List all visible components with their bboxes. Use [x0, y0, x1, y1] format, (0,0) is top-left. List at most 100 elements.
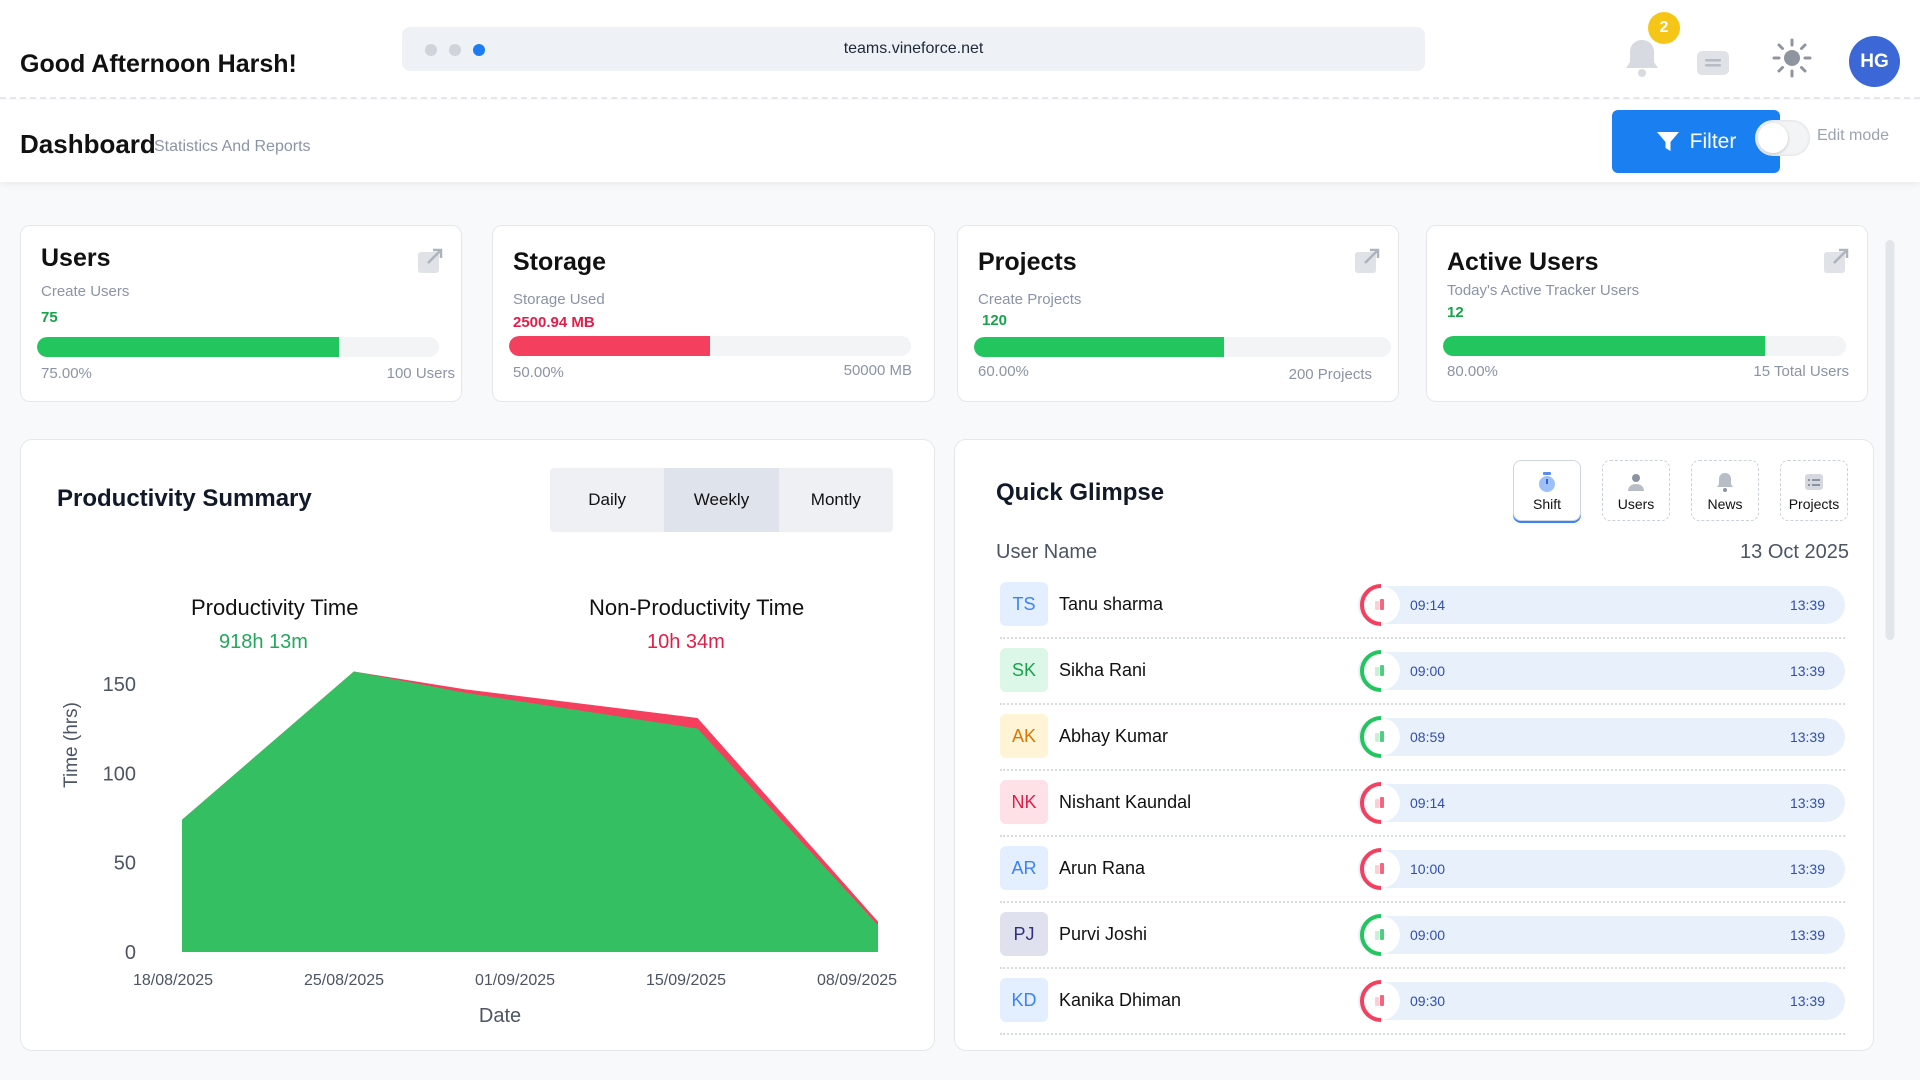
user-initials-avatar: AK [1000, 714, 1048, 758]
browser-url-bar[interactable]: teams.vineforce.net [402, 27, 1425, 71]
theme-toggle-icon[interactable] [1770, 36, 1814, 80]
external-link-icon[interactable] [417, 248, 443, 274]
user-name: Arun Rana [1059, 858, 1146, 878]
scrollbar-thumb[interactable] [1886, 240, 1894, 640]
tab-users-label: Users [1617, 496, 1655, 512]
external-link-icon[interactable] [1823, 248, 1849, 274]
filter-button[interactable]: Filter [1612, 110, 1780, 173]
shift-timeline-bar: 09:30 13:39 [1358, 980, 1845, 1022]
stat-percent: 75.00% [41, 365, 92, 382]
page-scrollbar[interactable] [1885, 240, 1895, 640]
user-name: Tanu sharma [1059, 594, 1164, 614]
tab-shift[interactable]: Shift [1513, 460, 1581, 521]
tab-users[interactable]: Users [1602, 460, 1670, 521]
y-tick-label: 100 [103, 763, 136, 785]
stat-percent: 50.00% [513, 364, 564, 381]
filter-icon [1656, 131, 1679, 151]
stat-title: Projects [978, 248, 1077, 276]
shift-timeline-bar: 08:59 13:39 [1358, 716, 1845, 758]
stat-value: 12 [1447, 304, 1464, 321]
productivity-summary-panel: Productivity Summary Daily Weekly Montly… [20, 439, 935, 1051]
stat-value: 75 [41, 309, 58, 326]
clock-in-time: 10:00 [1410, 861, 1446, 877]
stat-progress-track [974, 337, 1391, 357]
external-link-icon[interactable] [1354, 248, 1380, 274]
productive-time-value: 918h 13m [219, 631, 308, 653]
tab-news[interactable]: News [1691, 460, 1759, 521]
users-icon [1628, 474, 1644, 491]
shift-timeline-bar: 09:00 13:39 [1358, 914, 1845, 956]
shift-status-ring-icon [1360, 584, 1400, 626]
clock-out-time: 13:39 [1789, 993, 1825, 1009]
clock-in-time: 09:30 [1410, 993, 1446, 1009]
user-name: Sikha Rani [1059, 660, 1147, 680]
period-weekly[interactable]: Weekly [664, 468, 779, 532]
stat-progress-fill [509, 336, 710, 356]
stat-title: Users [41, 244, 111, 272]
quick-glimpse-title: Quick Glimpse [996, 479, 1165, 506]
user-row[interactable]: AR Arun Rana 10:00 13:39 [1000, 837, 1845, 903]
filter-button-label: Filter [1689, 129, 1737, 153]
shift-status-ring-icon [1360, 650, 1400, 692]
stat-progress-track [37, 337, 439, 357]
bell-small-icon [1717, 473, 1733, 492]
stat-card-users: Users Create Users 75 75.00% 100 Users [20, 225, 462, 402]
edit-mode-label: Edit mode [1817, 127, 1890, 144]
stat-total: 15 Total Users [1753, 363, 1849, 380]
stat-card-projects: Projects Create Projects 120 60.00% 200 … [957, 225, 1399, 402]
x-tick-label: 15/09/2025 [646, 972, 726, 989]
y-tick-label: 50 [114, 853, 136, 875]
shift-timeline-bar: 09:00 13:39 [1358, 650, 1845, 692]
clock-out-time: 13:39 [1789, 927, 1825, 943]
message-icon[interactable] [1693, 46, 1733, 80]
clock-in-time: 09:14 [1410, 597, 1446, 613]
stat-progress-fill [1443, 336, 1766, 356]
y-tick-label: 150 [103, 674, 136, 696]
period-monthly[interactable]: Montly [810, 490, 861, 509]
edit-mode-toggle[interactable] [1755, 120, 1810, 156]
user-row[interactable]: SK Sikha Rani 09:00 13:39 [1000, 639, 1845, 705]
stopwatch-icon [1539, 472, 1555, 492]
page-header: Dashboard Statistics And Reports Filter … [0, 100, 1920, 182]
tab-projects-label: Projects [1788, 496, 1840, 512]
clock-out-time: 13:39 [1789, 861, 1825, 877]
shift-timeline-bar: 09:14 13:39 [1358, 782, 1845, 824]
tab-news-label: News [1707, 496, 1743, 512]
stat-total: 50000 MB [843, 362, 912, 379]
y-tick-label: 0 [125, 942, 136, 964]
tab-projects[interactable]: Projects [1780, 460, 1848, 521]
area-series-productive [182, 671, 878, 952]
stat-subtitle: Storage Used [513, 291, 605, 308]
bell-icon[interactable] [1620, 36, 1664, 80]
stat-title: Storage [513, 248, 607, 276]
stat-card-active-users: Active Users Today's Active Tracker User… [1426, 225, 1868, 402]
user-row[interactable]: TS Tanu sharma 09:14 13:39 [1000, 573, 1845, 639]
user-avatar[interactable]: HG [1849, 36, 1900, 87]
column-user-name: User Name [996, 541, 1098, 563]
url-text: teams.vineforce.net [843, 40, 984, 57]
user-row[interactable]: PJ Purvi Joshi 09:00 13:39 [1000, 903, 1845, 969]
user-initials-avatar: KD [1000, 978, 1048, 1022]
user-name: Kanika Dhiman [1059, 990, 1182, 1010]
productivity-area-chart: 0 50 100 150 18/08/2025 25/08/2025 01/09/2025 1… [61, 671, 897, 1027]
stat-card-storage: Storage Storage Used 2500.94 MB 50.00% 5… [492, 225, 935, 402]
page-title: Dashboard [20, 129, 156, 159]
clock-out-time: 13:39 [1789, 729, 1825, 745]
stat-subtitle: Create Users [41, 283, 130, 300]
clock-in-time: 09:00 [1410, 927, 1446, 943]
user-row[interactable]: NK Nishant Kaundal 09:14 13:39 [1000, 771, 1845, 837]
clock-in-time: 09:14 [1410, 795, 1446, 811]
stat-value: 120 [982, 312, 1008, 329]
productive-time-label: Productivity Time [191, 595, 359, 620]
user-row[interactable]: KD Kanika Dhiman 09:30 13:39 [1000, 969, 1845, 1035]
stat-progress-fill [37, 337, 339, 357]
x-tick-label: 18/08/2025 [133, 972, 213, 989]
user-row[interactable]: AK Abhay Kumar 08:59 13:39 [1000, 705, 1845, 771]
y-axis-label: Time (hrs) [61, 702, 82, 788]
x-axis-label: Date [479, 1005, 521, 1027]
x-tick-label: 25/08/2025 [304, 972, 384, 989]
period-daily[interactable]: Daily [588, 490, 627, 509]
stat-title: Active Users [1447, 248, 1599, 276]
productivity-title: Productivity Summary [57, 485, 312, 512]
stat-subtitle: Today's Active Tracker Users [1447, 282, 1640, 299]
